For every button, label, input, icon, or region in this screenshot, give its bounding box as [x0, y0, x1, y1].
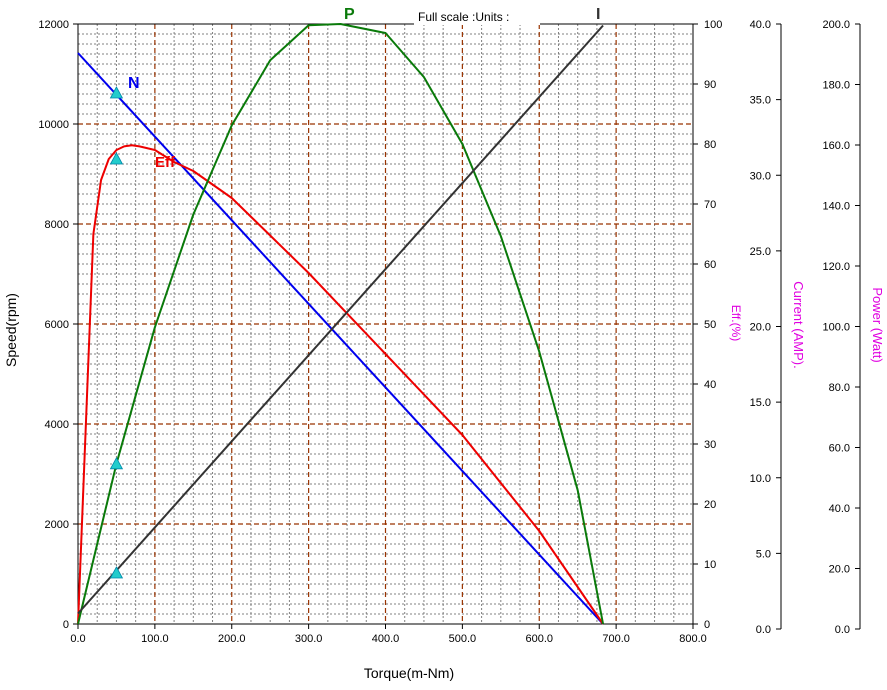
- power-tick-label: 140.0: [822, 201, 850, 213]
- current-tick-label: 25.0: [750, 246, 771, 258]
- x-tick-label: 300.0: [295, 633, 323, 645]
- power-axis-label: Power (Watt): [870, 287, 885, 362]
- eff-tick-label: 50: [704, 319, 716, 331]
- series-line-i: [77, 24, 604, 615]
- power-tick-label: 180.0: [822, 80, 850, 92]
- x-tick-label: 100.0: [141, 633, 169, 645]
- current-axis-label: Current (AMP).: [791, 281, 806, 368]
- speed-tick-label: 4000: [45, 419, 69, 431]
- speed-axis-label: Speed(rpm): [3, 293, 19, 367]
- x-tick-label: 500.0: [449, 633, 477, 645]
- current-tick-label: 10.0: [750, 473, 771, 485]
- chart-markers: [109, 86, 124, 579]
- power-tick-label: 40.0: [829, 503, 850, 515]
- chart-grid: [78, 24, 693, 624]
- series-line-p: [77, 23, 605, 625]
- operating-point-marker-current: [109, 566, 124, 579]
- series-label-i: I: [596, 6, 600, 23]
- speed-tick-label: 2000: [45, 519, 69, 531]
- current-tick-label: 30.0: [750, 170, 771, 182]
- speed-tick-label: 6000: [45, 319, 69, 331]
- x-tick-label: 0.0: [70, 633, 85, 645]
- speed-tick-label: 12000: [38, 19, 69, 31]
- eff-tick-label: 0: [704, 619, 710, 631]
- eff-tick-label: 60: [704, 259, 716, 271]
- series-line-n: [77, 52, 604, 625]
- x-tick-label: 200.0: [218, 633, 246, 645]
- operating-point-marker-speed: [109, 86, 124, 99]
- series-label-n: N: [128, 75, 140, 92]
- chart-axes: 0.0 100.0 200.0 300.0 400.0 500.0 600.0 700.0 80…: [38, 19, 861, 645]
- series-label-p: P: [344, 6, 355, 23]
- header-text-background: [414, 8, 540, 25]
- speed-tick-label: 10000: [38, 119, 69, 131]
- power-tick-label: 160.0: [822, 140, 850, 152]
- chart-series: N Eff P I: [77, 6, 605, 625]
- series-label-eff: Eff: [155, 154, 176, 171]
- speed-tick-label: 0: [63, 619, 69, 631]
- current-tick-label: 0.0: [756, 624, 771, 636]
- eff-tick-label: 100: [704, 19, 722, 31]
- x-tick-label: 800.0: [679, 633, 707, 645]
- power-tick-label: 200.0: [822, 19, 850, 31]
- power-tick-label: 20.0: [829, 564, 850, 576]
- x-tick-label: 600.0: [525, 633, 553, 645]
- current-tick-label: 40.0: [750, 19, 771, 31]
- eff-tick-label: 70: [704, 199, 716, 211]
- eff-tick-label: 80: [704, 139, 716, 151]
- power-tick-label: 120.0: [822, 261, 850, 273]
- current-tick-label: 15.0: [750, 397, 771, 409]
- x-tick-label: 400.0: [372, 633, 400, 645]
- current-tick-label: 35.0: [750, 95, 771, 107]
- current-tick-label: 5.0: [756, 548, 771, 560]
- eff-tick-label: 30: [704, 439, 716, 451]
- power-tick-label: 80.0: [829, 382, 850, 394]
- speed-tick-label: 8000: [45, 219, 69, 231]
- x-axis-label: Torque(m-Nm): [364, 665, 454, 681]
- eff-tick-label: 90: [704, 79, 716, 91]
- power-tick-label: 60.0: [829, 443, 850, 455]
- chart-labels: Full scale :Units : Torque(m-Nm) Speed(r…: [3, 8, 885, 681]
- eff-tick-label: 20: [704, 499, 716, 511]
- current-tick-label: 20.0: [750, 322, 771, 334]
- eff-tick-label: 40: [704, 379, 716, 391]
- power-tick-label: 100.0: [822, 322, 850, 334]
- eff-axis-label: Eff.(%): [729, 305, 743, 341]
- header-text: Full scale :Units :: [418, 10, 509, 24]
- power-tick-label: 0.0: [835, 624, 850, 636]
- series-line-eff: [77, 144, 604, 625]
- eff-tick-label: 10: [704, 559, 716, 571]
- x-tick-label: 700.0: [602, 633, 630, 645]
- operating-point-marker-power: [109, 456, 124, 470]
- operating-point-marker-eff: [109, 152, 124, 165]
